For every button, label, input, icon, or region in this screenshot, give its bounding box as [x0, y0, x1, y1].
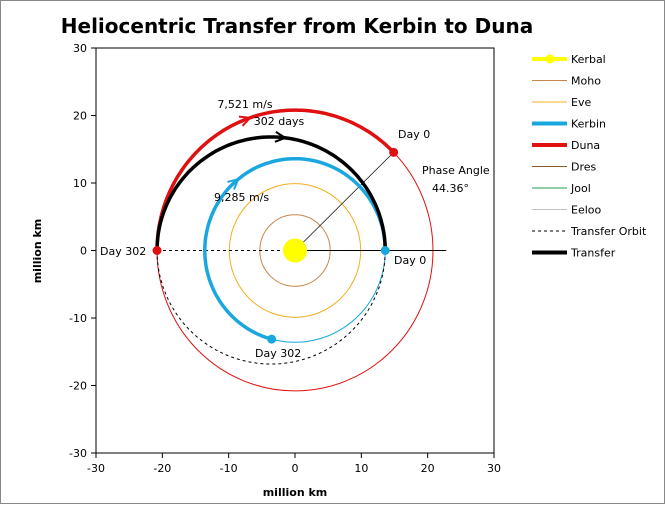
duna-path	[155, 108, 395, 251]
legend-label: Jool	[570, 182, 591, 195]
transfer-orbit-dashed	[156, 250, 386, 365]
legend: Kerbal Moho Eve Kerbin Duna Dres Jool Eeloo Tran…	[532, 53, 647, 260]
x-tick-label: -20	[153, 462, 171, 475]
kerbin-arrow	[227, 177, 240, 190]
kerbin-path	[203, 156, 387, 341]
legend-label: Kerbin	[571, 118, 606, 131]
duna-day0-marker	[389, 147, 399, 157]
legend-marker	[545, 54, 555, 64]
phase-angle-label: Phase Angle	[422, 164, 490, 177]
legend-item-transfer: Transfer	[532, 247, 616, 260]
x-tick-label: 30	[487, 462, 501, 475]
duna-day0-label: Day 0	[398, 128, 430, 141]
y-tick-label: 20	[73, 110, 87, 123]
x-axis-label: million km	[263, 486, 328, 499]
duna-day302-marker	[152, 246, 162, 255]
kerbin-day302-marker	[267, 334, 277, 344]
legend-item-dres: Dres	[532, 161, 597, 174]
legend-item-jool: Jool	[532, 182, 591, 195]
legend-item-kerbal: Kerbal	[532, 53, 606, 66]
phase-angle-line	[294, 152, 394, 251]
y-tick-label: 30	[73, 42, 87, 55]
kerbin-day0-label: Day 0	[394, 254, 426, 267]
x-tick-label: -30	[87, 462, 105, 475]
legend-item-transfer-orbit: Transfer Orbit	[532, 225, 647, 238]
legend-label: Dres	[571, 161, 597, 174]
legend-label: Transfer Orbit	[570, 225, 647, 238]
duration-label: 302 days	[254, 115, 305, 128]
y-tick-label: -10	[69, 312, 87, 325]
legend-item-eve: Eve	[532, 96, 591, 109]
chart-title: Heliocentric Transfer from Kerbin to Dun…	[61, 14, 533, 38]
legend-item-kerbin: Kerbin	[532, 118, 606, 131]
y-tick-label: 0	[80, 245, 87, 258]
x-tick-label: 10	[354, 462, 368, 475]
kerbin-day302-label: Day 302	[255, 347, 301, 360]
x-tick-label: 0	[292, 462, 299, 475]
kerbin-day0-marker	[380, 246, 390, 255]
legend-label: Moho	[571, 75, 601, 88]
y-tick-label: 10	[73, 177, 87, 190]
x-tick-label: -10	[220, 462, 238, 475]
legend-item-duna: Duna	[532, 139, 600, 152]
duna-day302-label: Day 302	[100, 245, 146, 258]
legend-label: Transfer	[570, 247, 616, 260]
transfer-arrow	[274, 131, 288, 143]
legend-label: Eeloo	[571, 204, 602, 217]
legend-label: Duna	[571, 139, 600, 152]
legend-label: Kerbal	[571, 53, 606, 66]
duna-arrow	[238, 115, 253, 127]
kerbin-dv-label: 9,285 m/s	[214, 191, 269, 204]
duna-dv-label: 7,521 m/s	[217, 98, 272, 111]
legend-item-moho: Moho	[532, 75, 601, 88]
transfer-path	[155, 135, 387, 251]
kerbol-marker	[283, 238, 307, 263]
y-axis-label: million km	[31, 219, 44, 284]
phase-angle-value: 44.36°	[432, 182, 469, 195]
y-tick-label: -20	[69, 380, 87, 393]
y-tick-label: -30	[69, 447, 87, 460]
x-tick-label: 20	[421, 462, 435, 475]
legend-item-eeloo: Eeloo	[532, 204, 602, 217]
legend-label: Eve	[571, 96, 591, 109]
